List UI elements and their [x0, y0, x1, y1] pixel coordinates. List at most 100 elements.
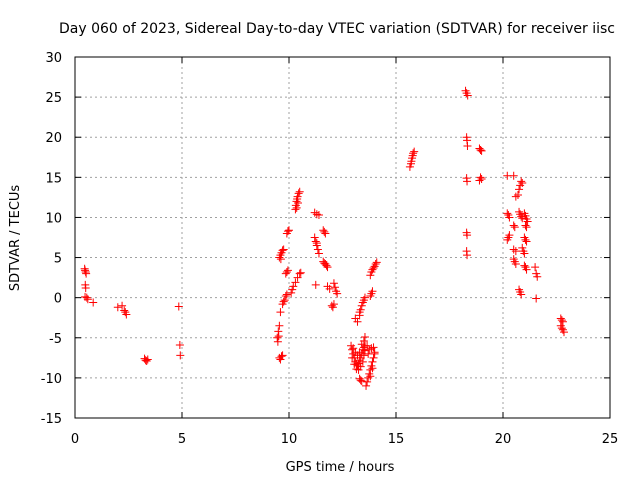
data-point-marker	[369, 353, 378, 362]
data-point-marker	[313, 245, 322, 254]
data-point-marker	[505, 213, 514, 222]
data-point-marker	[370, 348, 379, 357]
data-point-marker	[365, 345, 374, 354]
data-point-marker	[293, 273, 302, 282]
data-point-marker	[273, 337, 282, 346]
data-point-marker	[312, 210, 321, 219]
data-point-marker	[295, 269, 304, 278]
y-tick-label: -5	[49, 332, 62, 347]
data-point-marker	[176, 351, 185, 360]
grid	[75, 57, 610, 418]
data-point-marker	[357, 340, 366, 349]
data-point-marker	[509, 171, 518, 180]
y-tick-label: 15	[45, 171, 62, 186]
data-point-marker	[81, 284, 90, 293]
data-point-marker	[323, 263, 332, 272]
y-tick-label: 25	[45, 91, 62, 106]
data-point-marker	[353, 317, 362, 326]
data-point-marker	[329, 279, 338, 288]
data-point-marker	[355, 348, 364, 357]
data-point-marker	[295, 187, 304, 196]
data-point-marker	[372, 258, 381, 267]
data-point-marker	[349, 344, 358, 353]
data-point-marker	[294, 189, 303, 198]
data-point-marker	[476, 146, 485, 155]
data-point-marker	[293, 199, 302, 208]
data-point-marker	[276, 255, 285, 264]
data-point-marker	[328, 303, 337, 312]
data-point-marker	[276, 308, 285, 317]
data-point-marker	[363, 341, 372, 350]
data-point-marker	[556, 314, 565, 323]
x-tick-label: 15	[388, 432, 405, 447]
data-point-marker	[517, 290, 526, 299]
data-point-marker	[513, 190, 522, 199]
data-point-marker	[369, 263, 378, 272]
data-point-marker	[82, 293, 91, 302]
data-point-marker	[352, 365, 361, 374]
data-point-marker	[475, 176, 484, 185]
data-point-marker	[368, 287, 377, 296]
data-point-marker	[82, 269, 91, 278]
data-point-marker	[359, 351, 368, 360]
data-points	[80, 86, 568, 390]
data-point-marker	[364, 373, 373, 382]
data-point-marker	[275, 321, 284, 330]
data-point-marker	[533, 272, 542, 281]
data-point-marker	[511, 259, 520, 268]
y-tick-label: -10	[41, 372, 62, 387]
data-point-marker	[321, 259, 330, 268]
data-point-marker	[118, 301, 127, 310]
data-point-marker	[175, 340, 184, 349]
data-point-marker	[283, 227, 292, 236]
data-point-marker	[81, 266, 90, 275]
data-point-marker	[281, 269, 290, 278]
data-point-marker	[279, 297, 288, 306]
data-point-marker	[463, 142, 472, 151]
data-point-marker	[277, 352, 286, 361]
data-point-marker	[314, 211, 323, 220]
data-point-marker	[477, 146, 486, 155]
data-point-marker	[511, 247, 520, 256]
y-tick-label: -15	[41, 412, 62, 427]
data-point-marker	[509, 221, 518, 230]
data-point-marker	[278, 351, 287, 360]
y-tick-label: 10	[45, 211, 62, 226]
data-point-marker	[143, 355, 152, 364]
data-point-marker	[358, 357, 367, 366]
data-point-marker	[522, 265, 531, 274]
y-axis-label: SDTVAR / TECUs	[8, 185, 23, 292]
data-point-marker	[292, 203, 301, 212]
data-point-marker	[283, 266, 292, 275]
y-tick-label: 20	[45, 131, 62, 146]
data-point-marker	[503, 209, 512, 218]
data-point-marker	[321, 229, 330, 238]
y-tick-label: 0	[54, 292, 62, 307]
data-point-marker	[319, 226, 328, 235]
data-point-marker	[359, 336, 368, 345]
data-point-marker	[356, 376, 365, 385]
data-point-marker	[509, 245, 518, 254]
data-point-marker	[360, 346, 369, 355]
data-point-marker	[522, 237, 531, 246]
data-point-marker	[360, 293, 369, 302]
data-point-marker	[405, 162, 414, 171]
data-point-marker	[311, 280, 320, 289]
data-point-marker	[557, 324, 566, 333]
data-point-marker	[83, 295, 92, 304]
data-point-marker	[287, 288, 296, 297]
data-point-marker	[371, 259, 380, 268]
data-point-marker	[333, 289, 342, 298]
data-point-marker	[463, 231, 472, 240]
data-point-marker	[517, 212, 526, 221]
data-point-marker	[557, 316, 566, 325]
data-point-marker	[331, 283, 340, 292]
data-point-marker	[515, 185, 524, 194]
y-tick-label: 5	[54, 252, 62, 267]
data-point-marker	[282, 290, 291, 299]
data-point-marker	[285, 226, 293, 235]
data-point-marker	[174, 302, 183, 311]
data-point-marker	[279, 245, 288, 254]
data-point-marker	[366, 372, 375, 381]
data-point-marker	[407, 157, 416, 166]
